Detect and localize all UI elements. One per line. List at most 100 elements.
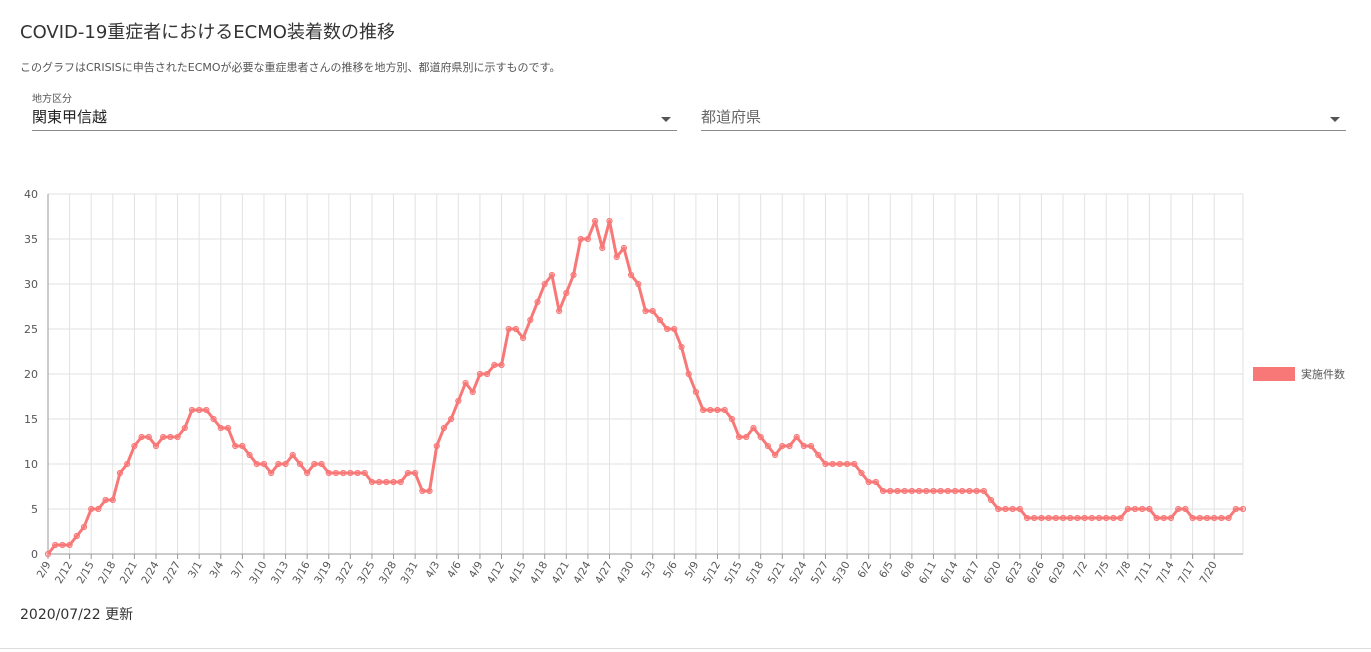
data-point bbox=[203, 406, 210, 414]
y-tick-label: 30 bbox=[24, 278, 38, 291]
data-point bbox=[1239, 505, 1247, 513]
x-tick-label: 6/2 bbox=[855, 560, 874, 581]
x-tick-label: 2/15 bbox=[75, 560, 97, 586]
data-point bbox=[757, 433, 764, 441]
data-point bbox=[1203, 514, 1211, 522]
x-tick-label: 7/2 bbox=[1071, 560, 1090, 581]
x-tick-label: 7/11 bbox=[1133, 560, 1155, 586]
x-tick-label: 6/26 bbox=[1025, 559, 1047, 586]
data-point bbox=[1160, 514, 1167, 522]
x-tick-label: 4/18 bbox=[528, 560, 550, 586]
x-tick-label: 6/11 bbox=[917, 560, 939, 586]
data-point bbox=[872, 478, 879, 486]
data-point bbox=[829, 460, 836, 468]
data-point bbox=[807, 442, 815, 450]
data-point bbox=[1031, 514, 1038, 522]
y-tick-label: 15 bbox=[24, 413, 38, 426]
data-point bbox=[1059, 514, 1067, 522]
data-point bbox=[520, 334, 527, 342]
chevron-down-icon[interactable] bbox=[1330, 117, 1340, 122]
y-tick-label: 0 bbox=[31, 548, 38, 561]
data-point bbox=[879, 487, 887, 495]
data-point bbox=[527, 316, 534, 324]
x-tick-label: 4/24 bbox=[571, 559, 593, 586]
data-point bbox=[347, 469, 354, 477]
data-point bbox=[1095, 514, 1103, 522]
data-point bbox=[685, 370, 692, 378]
data-point bbox=[491, 361, 498, 369]
x-tick-label: 5/30 bbox=[830, 560, 852, 586]
data-point bbox=[620, 244, 628, 252]
data-point bbox=[311, 460, 318, 468]
data-point bbox=[1009, 505, 1016, 513]
x-tick-label: 4/9 bbox=[467, 560, 486, 581]
data-point bbox=[332, 469, 340, 477]
data-point bbox=[771, 451, 779, 459]
data-point bbox=[368, 478, 376, 486]
data-point bbox=[944, 487, 951, 495]
data-point bbox=[843, 460, 851, 468]
data-point bbox=[304, 469, 311, 477]
x-tick-label: 6/29 bbox=[1046, 560, 1068, 586]
data-point bbox=[786, 442, 793, 450]
data-point bbox=[1088, 514, 1095, 522]
data-point bbox=[980, 487, 987, 495]
region-select[interactable]: 地方区分 関東甲信越 bbox=[32, 90, 677, 131]
x-tick-label: 7/20 bbox=[1198, 560, 1220, 586]
x-tick-label: 4/6 bbox=[445, 559, 464, 580]
data-point bbox=[1196, 514, 1203, 522]
data-point bbox=[966, 487, 973, 495]
data-point bbox=[1225, 514, 1232, 522]
data-point bbox=[462, 379, 469, 387]
data-point bbox=[541, 280, 548, 288]
data-point bbox=[116, 469, 124, 477]
prefecture-select[interactable]: 都道府県 bbox=[701, 90, 1346, 131]
data-point bbox=[1124, 505, 1131, 513]
chart-grid bbox=[47, 193, 1244, 555]
chevron-down-icon[interactable] bbox=[661, 117, 671, 122]
data-point bbox=[894, 487, 901, 495]
data-point bbox=[505, 325, 512, 333]
x-tick-label: 3/1 bbox=[186, 560, 205, 581]
divider bbox=[0, 648, 1371, 649]
x-tick-label: 4/30 bbox=[615, 560, 637, 586]
data-point bbox=[613, 253, 620, 261]
data-point bbox=[361, 469, 368, 477]
data-point bbox=[239, 442, 246, 450]
data-point bbox=[577, 235, 584, 243]
data-point bbox=[1139, 505, 1146, 513]
chart-legend[interactable]: 実施件数 bbox=[1253, 366, 1345, 382]
data-point bbox=[296, 460, 304, 468]
y-tick-label: 20 bbox=[24, 368, 38, 381]
data-point bbox=[253, 460, 260, 468]
x-tick-label: 3/16 bbox=[291, 559, 313, 586]
data-point bbox=[707, 406, 714, 414]
data-point bbox=[1146, 505, 1153, 513]
data-point bbox=[383, 478, 390, 486]
data-point bbox=[649, 307, 656, 315]
data-point bbox=[1067, 514, 1074, 522]
data-point bbox=[66, 541, 73, 549]
x-tick-label: 5/15 bbox=[722, 560, 744, 586]
data-point bbox=[73, 532, 80, 540]
x-tick-label: 7/17 bbox=[1176, 560, 1198, 586]
x-tick-label: 2/12 bbox=[53, 560, 75, 586]
x-tick-label: 5/21 bbox=[766, 560, 788, 586]
data-point bbox=[858, 469, 865, 477]
x-tick-label: 5/24 bbox=[787, 559, 809, 586]
data-point bbox=[318, 460, 325, 468]
data-point bbox=[419, 487, 426, 495]
data-point bbox=[52, 541, 59, 549]
data-point bbox=[1016, 505, 1023, 513]
data-point bbox=[88, 505, 95, 513]
x-tick-label: 7/8 bbox=[1115, 560, 1134, 581]
data-point bbox=[469, 388, 476, 396]
data-point bbox=[642, 307, 649, 315]
x-tick-label: 5/27 bbox=[809, 560, 831, 586]
data-point bbox=[397, 478, 404, 486]
x-tick-label: 3/31 bbox=[399, 560, 421, 586]
data-point bbox=[1117, 514, 1124, 522]
data-point bbox=[865, 478, 872, 486]
data-point bbox=[937, 487, 944, 495]
data-point bbox=[1110, 514, 1117, 522]
